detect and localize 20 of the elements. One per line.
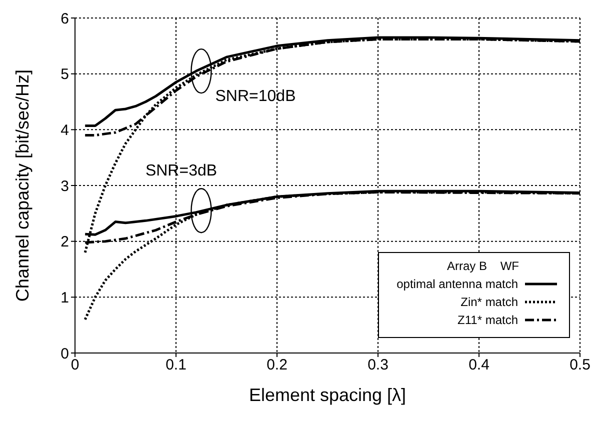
legend-title: Array B WF	[446, 259, 520, 273]
x-tick-label: 0.1	[166, 356, 186, 374]
y-tick-label: 0	[60, 345, 69, 362]
y-axis-title: Channel capacity [bit/sec/Hz]	[12, 69, 32, 302]
annotation: SNR=10dB	[215, 88, 296, 106]
legend-label: Z11* match	[458, 313, 518, 327]
y-tick-label: 2	[60, 234, 69, 251]
annotation: SNR=3dB	[145, 162, 218, 180]
x-tick-label: 0.4	[468, 356, 490, 374]
y-tick-label: 6	[60, 10, 69, 28]
legend-label: Zin* match	[460, 295, 518, 309]
y-tick-label: 5	[60, 66, 69, 84]
y-tick-label: 4	[60, 122, 69, 139]
x-tick-label: 0.5	[570, 356, 590, 374]
x-axis-title: Element spacing [λ]	[248, 385, 406, 405]
x-tick-label: 0.3	[368, 356, 388, 374]
y-tick-label: 1	[60, 289, 69, 306]
y-tick-label: 3	[60, 178, 69, 195]
legend-label: optimal antenna match	[396, 277, 518, 291]
x-tick-label: 0.2	[266, 356, 288, 374]
